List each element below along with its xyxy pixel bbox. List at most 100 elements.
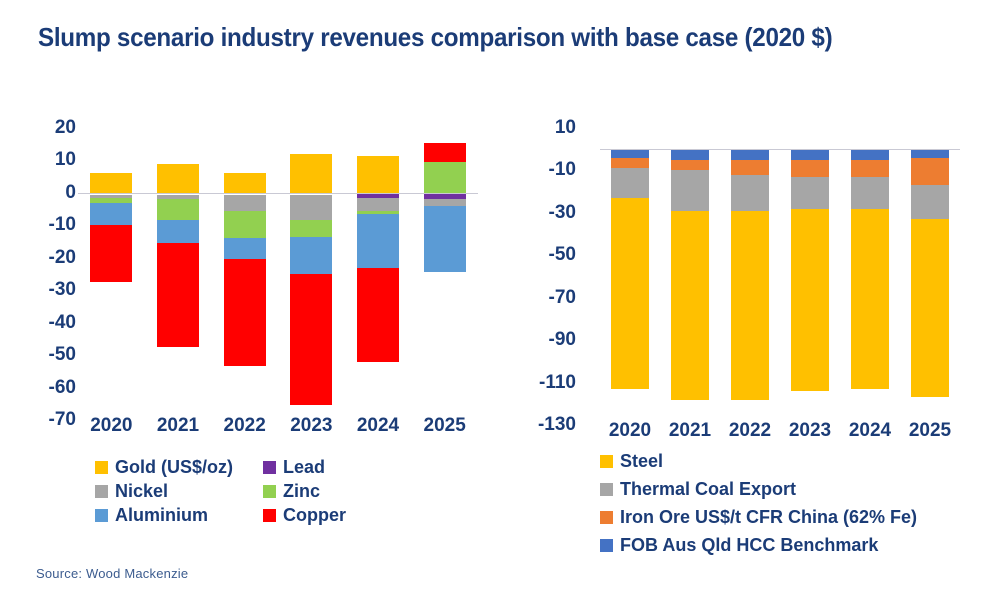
- bar-segment[interactable]: [357, 197, 399, 211]
- legend-label: Copper: [283, 504, 346, 525]
- bar-segment[interactable]: [911, 157, 949, 186]
- bar-segment[interactable]: [671, 170, 709, 211]
- bar-segment[interactable]: [671, 149, 709, 160]
- bar-segment[interactable]: [90, 225, 133, 283]
- bar-group[interactable]: [423, 128, 466, 420]
- x-tick-label: 2021: [156, 415, 200, 436]
- legend-label: Thermal Coal Export: [620, 478, 797, 499]
- legend-swatch-icon: [600, 454, 613, 468]
- left-chart-panel: 20 10 0 -10 -20 -30 -40 -50 -60 -70 2020 2021 2022 2…: [30, 117, 490, 550]
- bar-segment[interactable]: [290, 274, 333, 406]
- bar-segment[interactable]: [671, 210, 709, 400]
- bar-segment[interactable]: [357, 210, 399, 214]
- legend-row: Steel: [600, 452, 980, 475]
- bar-segment[interactable]: [851, 149, 889, 160]
- bar-segment[interactable]: [791, 149, 829, 160]
- bar-segment[interactable]: [157, 194, 199, 200]
- legend-item[interactable]: Zinc: [263, 481, 320, 501]
- bar-segment[interactable]: [290, 236, 333, 274]
- bar-segment[interactable]: [611, 198, 649, 389]
- legend-swatch-icon: [600, 482, 613, 496]
- bar-segment[interactable]: [157, 220, 199, 244]
- bar-segment[interactable]: [157, 199, 199, 221]
- legend-item[interactable]: Aluminium: [95, 505, 263, 525]
- bar-group[interactable]: [223, 128, 266, 420]
- legend-item[interactable]: Thermal Coal Export: [600, 478, 797, 499]
- bar-segment[interactable]: [90, 202, 133, 226]
- bar-group[interactable]: [357, 128, 399, 420]
- bar-segment[interactable]: [851, 159, 889, 177]
- y-tick-label: -70: [548, 286, 576, 308]
- left-chart-bars: [78, 128, 478, 420]
- bar-group[interactable]: [290, 128, 333, 420]
- bar-segment[interactable]: [731, 159, 769, 175]
- bar-segment[interactable]: [423, 192, 466, 200]
- legend-item[interactable]: Copper: [263, 504, 346, 525]
- bar-segment[interactable]: [611, 157, 649, 169]
- bar-segment[interactable]: [90, 173, 133, 193]
- bar-segment[interactable]: [290, 220, 333, 237]
- bar-segment[interactable]: [223, 210, 266, 239]
- bar-segment[interactable]: [731, 174, 769, 211]
- bar-group[interactable]: [157, 128, 199, 420]
- x-tick-label: 2024: [356, 415, 400, 436]
- legend-item[interactable]: Gold (US$/oz): [95, 458, 263, 477]
- legend-item[interactable]: Lead: [263, 458, 325, 477]
- bar-segment[interactable]: [90, 197, 133, 203]
- legend-row: FOB Aus Qld HCC Benchmark: [600, 535, 980, 559]
- legend-item[interactable]: FOB Aus Qld HCC Benchmark: [600, 535, 878, 555]
- bar-segment[interactable]: [223, 173, 266, 193]
- bar-segment[interactable]: [157, 163, 199, 193]
- legend-item[interactable]: Steel: [600, 452, 663, 471]
- bar-segment[interactable]: [911, 185, 949, 220]
- y-tick-label: -60: [48, 376, 76, 398]
- bar-segment[interactable]: [357, 267, 399, 362]
- bar-segment[interactable]: [791, 176, 829, 209]
- bar-segment[interactable]: [911, 149, 949, 158]
- source-note: Source: Wood Mackenzie: [36, 566, 189, 581]
- legend-item[interactable]: Nickel: [95, 480, 263, 501]
- bar-group[interactable]: [671, 128, 709, 425]
- x-tick-label: 2022: [223, 415, 266, 436]
- bar-segment[interactable]: [731, 149, 769, 160]
- bar-segment[interactable]: [223, 194, 266, 211]
- bar-segment[interactable]: [851, 176, 889, 209]
- bar-segment[interactable]: [157, 243, 199, 347]
- bar-group[interactable]: [791, 128, 829, 425]
- y-tick-label: -30: [548, 201, 576, 223]
- page-title: Slump scenario industry revenues compari…: [38, 22, 833, 52]
- bar-group[interactable]: [611, 128, 649, 425]
- bar-segment[interactable]: [290, 194, 333, 221]
- bar-segment[interactable]: [611, 168, 649, 198]
- bar-group[interactable]: [731, 128, 769, 425]
- bar-segment[interactable]: [911, 219, 949, 398]
- bar-group[interactable]: [911, 128, 949, 425]
- legend-label: Nickel: [115, 480, 169, 501]
- bar-segment[interactable]: [851, 208, 889, 389]
- bar-segment[interactable]: [423, 205, 466, 273]
- bar-segment[interactable]: [791, 159, 829, 177]
- bar-segment[interactable]: [423, 162, 466, 193]
- bar-segment[interactable]: [423, 199, 466, 206]
- bar-segment[interactable]: [731, 210, 769, 400]
- bar-segment[interactable]: [90, 194, 133, 198]
- legend-swatch-icon: [95, 508, 108, 522]
- right-chart-bars: [600, 128, 960, 425]
- legend-item[interactable]: Iron Ore US$/t CFR China (62% Fe): [600, 507, 917, 527]
- bar-group[interactable]: [90, 128, 133, 420]
- bar-segment[interactable]: [791, 208, 829, 392]
- legend-row: Gold (US$/oz) Lead: [95, 458, 495, 477]
- bar-segment[interactable]: [611, 149, 649, 158]
- bar-segment[interactable]: [223, 238, 266, 260]
- bar-segment[interactable]: [357, 213, 399, 268]
- bar-segment[interactable]: [290, 153, 333, 193]
- bar-segment[interactable]: [357, 192, 399, 198]
- y-tick-label: 0: [65, 181, 76, 203]
- bar-segment[interactable]: [423, 142, 466, 163]
- bar-group[interactable]: [851, 128, 889, 425]
- bar-segment[interactable]: [223, 259, 266, 367]
- bar-segment[interactable]: [357, 155, 399, 193]
- left-chart-plot-area: [78, 128, 478, 420]
- bar-segment[interactable]: [671, 159, 709, 171]
